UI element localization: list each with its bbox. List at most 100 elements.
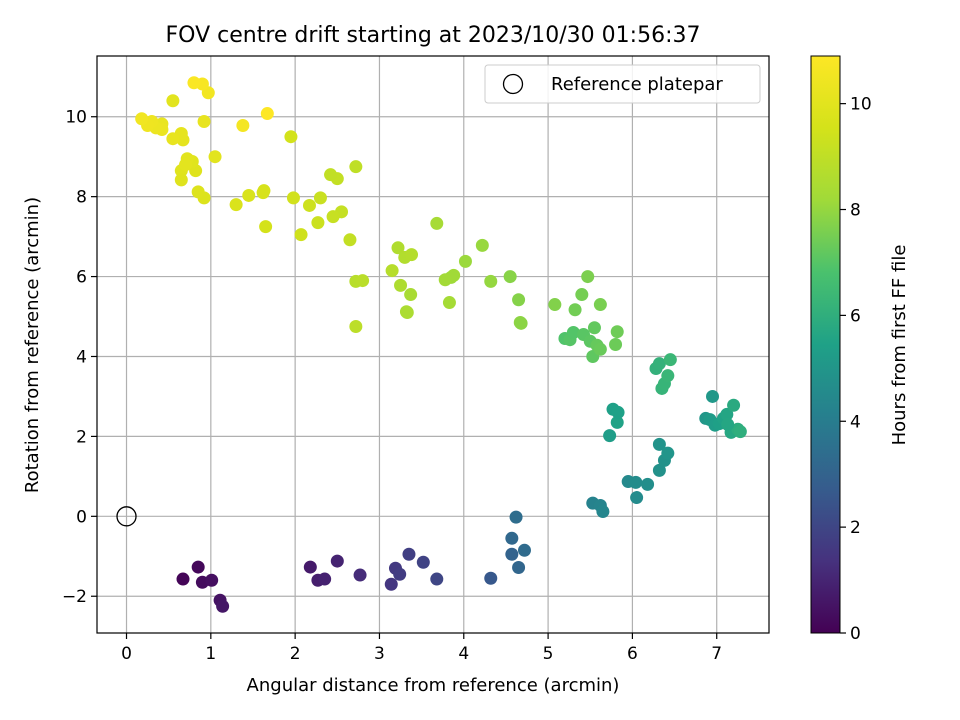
data-point [179,158,193,172]
reference-platepar-point [116,506,137,527]
data-point [356,274,370,288]
data-point [442,296,456,310]
colorbar-label: Hours from first FF file [889,245,910,446]
data-point [663,353,677,367]
data-point [302,198,316,212]
data-point [400,306,414,320]
data-point [284,130,298,144]
colorbar-tick-label: 4 [850,412,861,432]
data-point [548,298,562,312]
data-point [430,572,444,586]
colorbar-ticks: 0 2 4 6 8 10 [840,95,872,644]
data-point [229,198,243,212]
grid [97,56,769,633]
data-point [430,216,444,230]
y-tick-label: 8 [76,188,87,208]
data-point [197,115,211,129]
colorbar [810,55,841,634]
data-point [611,405,625,419]
x-tick-label: 0 [121,644,132,664]
data-point [593,298,607,312]
data-point [727,398,741,412]
data-point [384,577,398,591]
data-point [505,547,519,561]
data-point [609,338,623,351]
data-point [652,463,666,477]
data-point [187,76,201,90]
x-tick-label: 7 [711,644,722,664]
data-point [326,210,340,224]
data-point [294,228,308,242]
colorbar-tick-label: 8 [850,201,861,221]
x-tick-label: 3 [374,644,385,664]
colorbar-tick-label: 6 [850,306,861,326]
data-point [706,389,720,403]
data-point [385,264,399,278]
x-axis-ticks: 0 1 2 3 4 5 6 7 [121,633,722,664]
data-point [391,241,405,255]
data-point [135,112,149,126]
data-point [191,185,205,199]
data-point [260,107,274,121]
x-axis-label: Angular distance from reference (arcmin) [247,675,620,696]
legend-marker-open-circle [502,73,524,95]
x-tick-label: 5 [543,644,554,664]
colorbar-tick-label: 10 [850,95,872,115]
data-point [568,303,582,317]
data-point [505,531,519,545]
data-point [512,560,526,574]
data-point [404,248,418,262]
data-point [581,270,595,284]
data-point [208,150,222,164]
data-point [652,357,666,371]
data-point [503,270,517,284]
data-point [349,320,363,334]
data-point [566,326,580,340]
data-point [174,173,188,187]
data-point [311,216,325,230]
reference-marker [116,506,137,527]
data-point [575,288,589,302]
data-point [721,417,735,431]
x-tick-label: 6 [627,644,638,664]
legend-label: Reference platepar [551,74,723,95]
y-tick-label: 10 [65,108,87,128]
data-point [733,425,747,439]
data-point [475,238,489,252]
data-point [256,186,270,200]
y-axis-label: Rotation from reference (arcmin) [22,197,43,493]
data-point [438,273,452,287]
y-tick-label: 2 [76,427,87,447]
data-point [166,132,180,146]
data-point [610,325,624,339]
data-point [629,475,643,489]
y-axis-ticks: −2 0 2 4 6 8 10 [62,108,97,607]
data-point [484,571,498,585]
data-point [236,119,250,133]
y-tick-label: −2 [62,587,87,607]
data-point [353,568,367,582]
data-point [176,572,190,586]
data-point [303,560,317,574]
data-point [512,293,526,307]
colorbar-tick-label: 0 [850,624,861,644]
data-point [393,567,407,581]
data-point [404,288,418,302]
y-tick-label: 0 [76,507,87,527]
data-point [587,321,601,335]
data-point [652,437,666,451]
x-tick-label: 4 [458,644,469,664]
data-point [484,274,498,288]
data-points [135,76,747,613]
data-point [514,316,528,330]
data-point [641,477,655,491]
data-point [416,555,430,569]
x-tick-label: 2 [290,644,301,664]
data-point [205,573,219,587]
chart-title: FOV centre drift starting at 2023/10/30 … [166,23,701,48]
y-tick-label: 4 [76,347,87,367]
data-point [509,510,523,524]
data-point [259,220,273,234]
data-point [166,94,180,108]
